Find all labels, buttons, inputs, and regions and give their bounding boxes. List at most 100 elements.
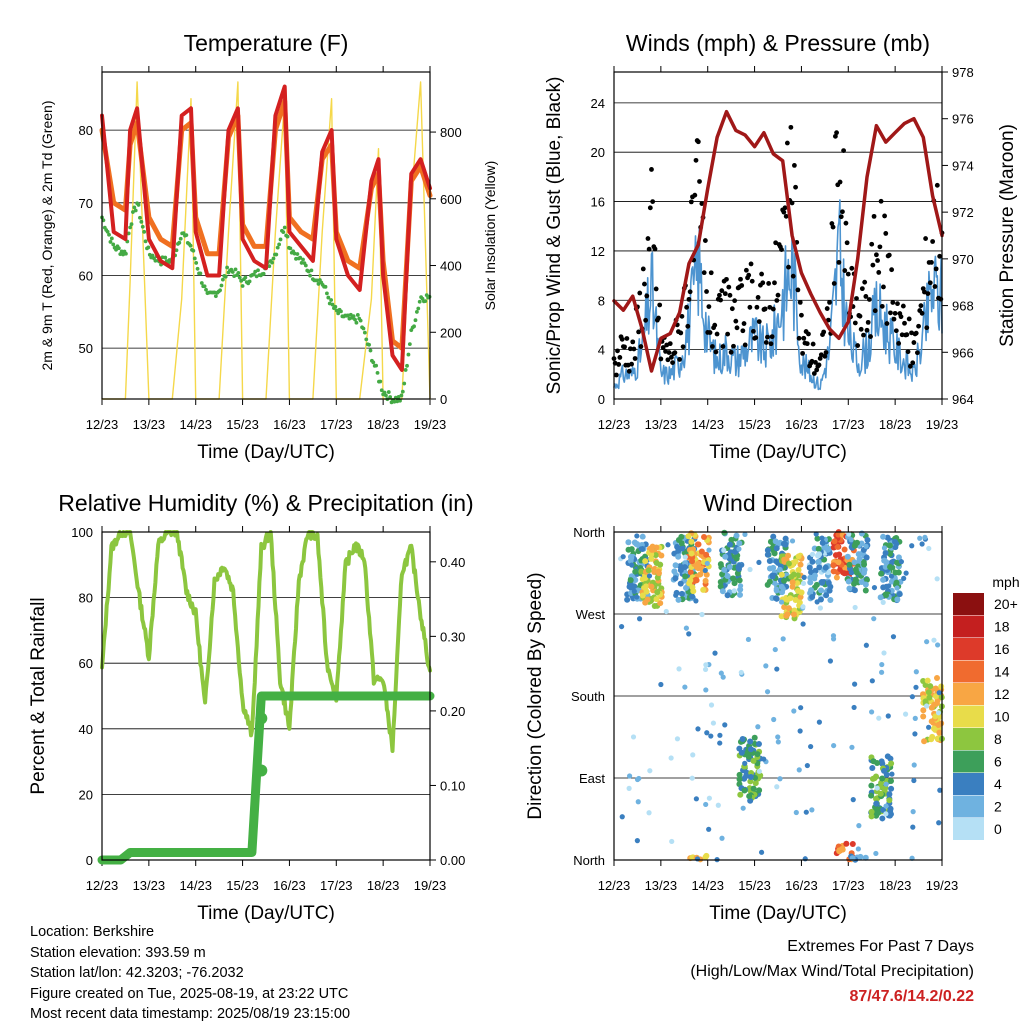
- dewpoint-point: [368, 348, 373, 353]
- direction-point: [879, 815, 886, 822]
- direction-point: [668, 755, 674, 761]
- direction-point: [628, 546, 635, 553]
- direction-point: [692, 576, 699, 583]
- direction-point: [815, 558, 822, 565]
- direction-point: [881, 650, 887, 656]
- dewpoint-point: [146, 245, 151, 250]
- dewpoint-point: [412, 324, 416, 329]
- direction-point: [747, 778, 754, 785]
- y-tick-label: 50: [79, 341, 93, 356]
- direction-point: [738, 669, 744, 676]
- gust-point: [741, 321, 747, 326]
- direction-point: [675, 537, 682, 544]
- direction-point: [694, 541, 701, 548]
- direction-point: [766, 558, 773, 565]
- dewpoint-point: [379, 388, 384, 393]
- direction-point: [830, 633, 837, 639]
- direction-point: [920, 707, 927, 714]
- direction-point: [856, 555, 863, 562]
- direction-point: [857, 853, 864, 860]
- gust-point: [872, 308, 878, 314]
- direction-point: [689, 558, 696, 565]
- direction-point: [745, 636, 752, 643]
- direction-point: [932, 693, 939, 700]
- gust-point: [915, 350, 920, 356]
- gust-point: [763, 340, 769, 345]
- direction-point: [767, 538, 774, 545]
- y-tick-label: North: [573, 853, 605, 868]
- direction-point: [863, 543, 869, 549]
- legend-label: 20+: [994, 596, 1018, 612]
- direction-point: [798, 705, 804, 711]
- gust-point: [704, 289, 709, 294]
- y-tick-label: 16: [591, 195, 605, 210]
- direction-point: [645, 567, 652, 574]
- y-tick-label: 60: [79, 656, 93, 671]
- direction-point: [931, 637, 937, 643]
- direction-point: [747, 773, 754, 780]
- direction-point: [781, 556, 788, 563]
- direction-point: [648, 546, 655, 553]
- direction-point: [737, 791, 744, 798]
- direction-point: [879, 661, 885, 668]
- direction-point: [819, 579, 826, 586]
- direction-point: [873, 795, 880, 802]
- y-tick-label: South: [571, 689, 605, 704]
- gust-point: [788, 124, 794, 130]
- direction-point: [754, 751, 761, 758]
- dewpoint-point: [198, 271, 203, 276]
- direction-point: [883, 811, 889, 817]
- direction-point: [632, 568, 639, 575]
- direction-point: [852, 604, 858, 611]
- dewpoint-point: [358, 318, 363, 323]
- dewpoint-point: [267, 264, 272, 269]
- gust-point: [666, 350, 672, 355]
- gust-point: [816, 362, 822, 368]
- direction-point: [815, 545, 822, 552]
- direction-point: [755, 724, 761, 730]
- direction-point: [869, 764, 876, 771]
- dewpoint-point: [153, 258, 158, 263]
- temp-2m-series: [100, 84, 432, 372]
- direction-point: [849, 744, 855, 750]
- gust-point: [665, 357, 671, 363]
- gust-point: [852, 320, 858, 326]
- direction-point: [785, 605, 792, 612]
- dewpoint-point: [236, 271, 241, 275]
- gust-point: [632, 356, 638, 361]
- x-tick-label: 12/23: [86, 878, 119, 893]
- direction-point: [669, 838, 675, 845]
- direction-point: [932, 685, 939, 692]
- gust-point: [647, 205, 653, 211]
- legend-label: 4: [994, 776, 1002, 792]
- dewpoint-point: [118, 252, 123, 257]
- dewpoint-point: [191, 248, 196, 253]
- gust-point: [797, 299, 803, 305]
- gust-point: [904, 332, 910, 338]
- gust-point: [821, 329, 827, 335]
- dewpoint-point: [285, 234, 290, 239]
- direction-point: [712, 650, 718, 656]
- direction-point: [646, 573, 653, 579]
- gust-point: [833, 133, 838, 139]
- direction-point: [677, 567, 684, 574]
- gust-point: [717, 292, 722, 298]
- direction-point: [896, 591, 903, 598]
- dewpoint-point: [364, 337, 369, 342]
- direction-point: [634, 776, 641, 783]
- y-tick-label: 70: [79, 196, 93, 211]
- legend-label: 10: [994, 709, 1010, 725]
- dewpoint-point: [199, 281, 204, 285]
- direction-point: [845, 578, 852, 585]
- gust-point: [801, 335, 807, 341]
- extremes-box: Extremes For Past 7 Days (High/Low/Max W…: [690, 934, 974, 1009]
- dewpoint-point: [386, 390, 391, 394]
- gust-point: [868, 334, 873, 339]
- direction-point: [880, 806, 887, 813]
- direction-point: [769, 573, 776, 580]
- direction-point: [715, 802, 721, 808]
- gust-point: [804, 341, 810, 347]
- dewpoint-point: [353, 317, 357, 322]
- gust-point: [925, 291, 931, 297]
- direction-point: [710, 720, 717, 726]
